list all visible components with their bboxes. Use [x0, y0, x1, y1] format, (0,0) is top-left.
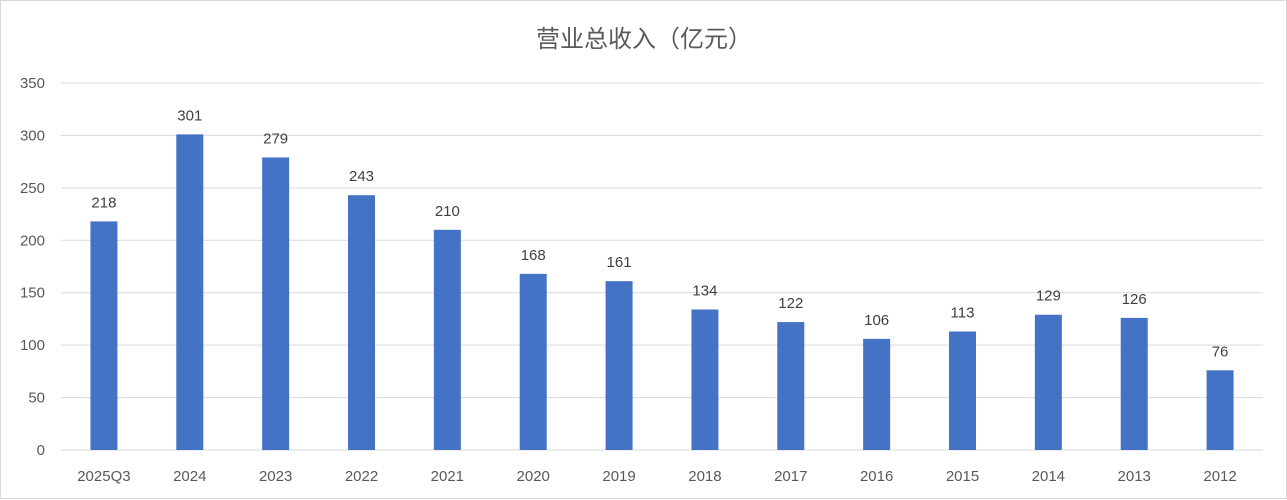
- data-labels: 218 301 279 243 210 168 161 134 122 106 113 129 126 7…: [91, 107, 1228, 360]
- bars: [90, 134, 1234, 450]
- x-tick-label: 2023: [259, 468, 292, 485]
- x-tick-label: 2014: [1032, 468, 1065, 485]
- gridlines: [61, 82, 1263, 451]
- data-label: 279: [263, 130, 288, 147]
- bar: [949, 331, 976, 450]
- x-tick-label: 2017: [774, 468, 807, 485]
- x-tick-label: 2018: [688, 468, 721, 485]
- bar: [1034, 314, 1062, 450]
- chart-title: 营业总收入（亿元）: [536, 25, 752, 53]
- bar: [433, 229, 461, 450]
- x-tick-label: 2021: [431, 468, 464, 485]
- data-label: 122: [778, 295, 803, 312]
- x-tick-label: 2015: [946, 468, 979, 485]
- x-tick-label: 2020: [517, 468, 550, 485]
- bar: [176, 134, 204, 450]
- data-label: 161: [607, 254, 632, 271]
- bar: [863, 338, 891, 450]
- y-axis-ticks: 0 50 100 150 200 250 300 350: [20, 75, 45, 459]
- y-tick-label: 50: [28, 390, 45, 407]
- data-label: 168: [521, 247, 546, 264]
- data-label: 126: [1122, 291, 1147, 308]
- bar: [1206, 370, 1234, 450]
- y-tick-label: 100: [20, 337, 45, 354]
- y-tick-label: 200: [20, 232, 45, 249]
- bar: [777, 322, 805, 450]
- bar: [519, 273, 547, 450]
- y-tick-label: 0: [37, 442, 45, 459]
- x-axis-ticks: 2025Q3 2024 2023 2022 2021 2020 2019 2018 2017 20…: [77, 468, 1237, 485]
- x-tick-label: 2019: [602, 468, 635, 485]
- bar: [1120, 317, 1148, 450]
- data-label: 134: [692, 282, 717, 299]
- x-tick-label: 2013: [1118, 468, 1151, 485]
- data-label: 106: [864, 312, 889, 329]
- y-tick-label: 300: [20, 127, 45, 144]
- x-tick-label: 2022: [345, 468, 378, 485]
- bar: [605, 281, 633, 450]
- data-label: 113: [951, 305, 975, 322]
- y-tick-label: 350: [20, 75, 45, 92]
- y-tick-label: 150: [20, 285, 45, 302]
- x-tick-label: 2025Q3: [77, 468, 130, 485]
- data-label: 243: [349, 168, 374, 185]
- bar: [90, 221, 118, 450]
- data-label: 210: [435, 203, 460, 220]
- bar: [348, 195, 375, 450]
- bar: [691, 309, 719, 450]
- bar: [262, 157, 290, 450]
- y-tick-label: 250: [20, 180, 45, 197]
- data-label: 218: [91, 194, 116, 211]
- x-tick-label: 2016: [860, 468, 893, 485]
- data-label: 129: [1036, 288, 1061, 305]
- data-label: 301: [177, 107, 202, 124]
- x-tick-label: 2024: [173, 468, 206, 485]
- x-tick-label: 2012: [1203, 468, 1236, 485]
- data-label: 76: [1212, 343, 1229, 360]
